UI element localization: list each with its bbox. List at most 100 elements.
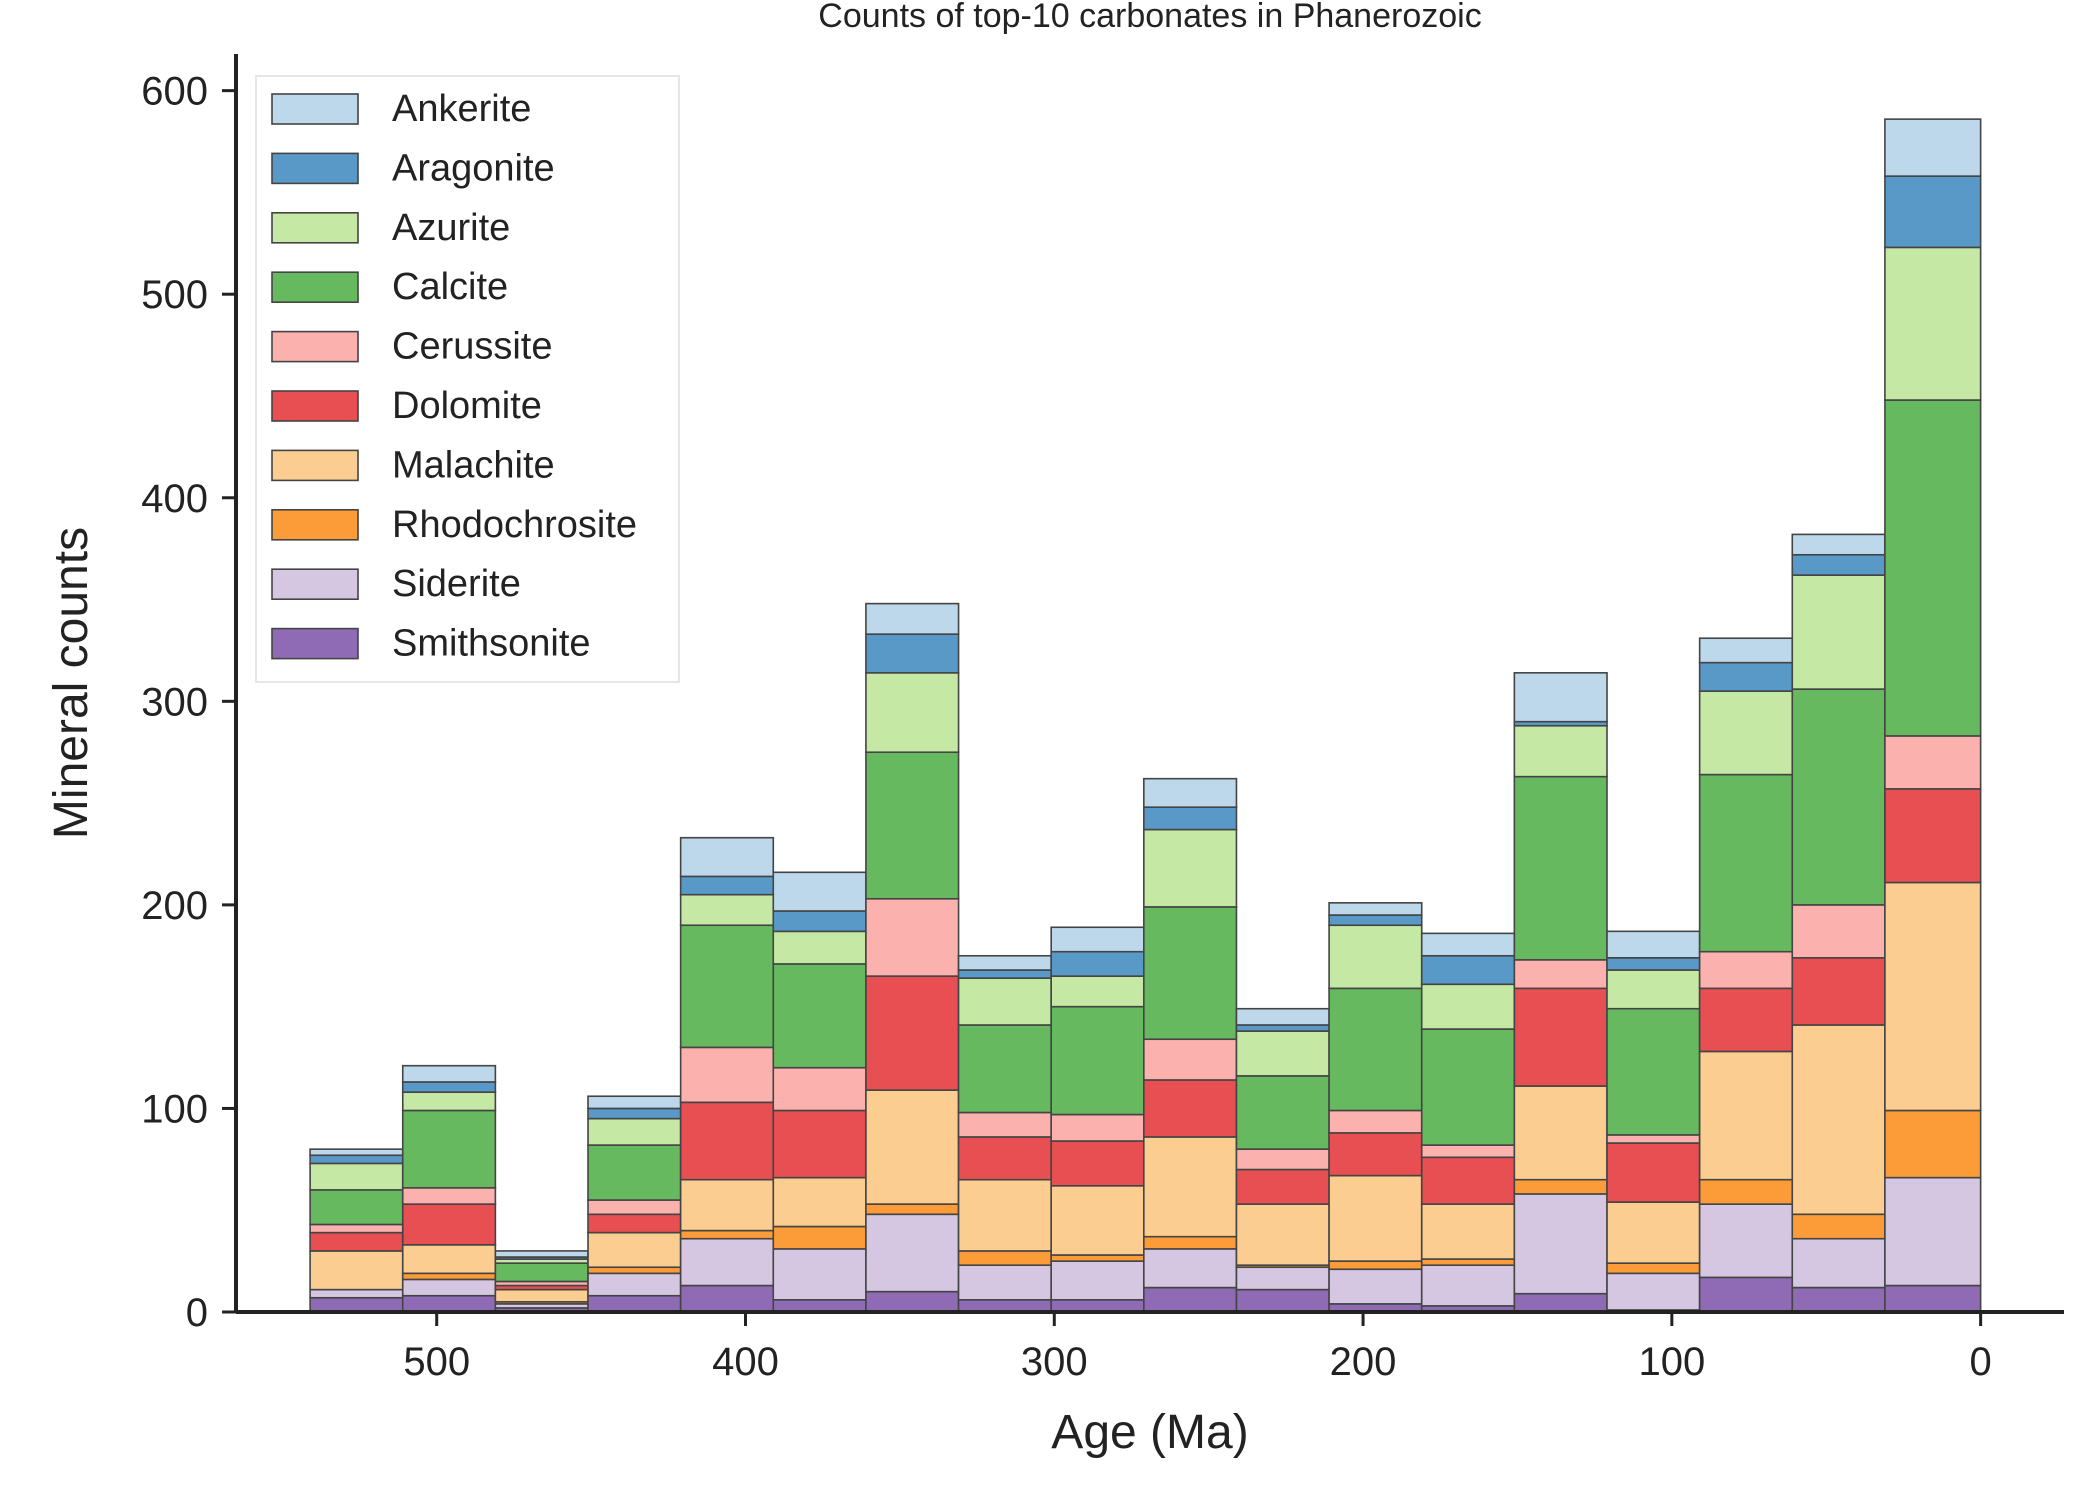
bar-segment-azurite-bin-1 [401,1091,497,1112]
x-tick-label: 100 [1638,1340,1705,1384]
bar-segment-cerussite-bin-16 [1791,904,1886,959]
bar-segment-azurite-bin-5 [772,930,867,965]
bar-segment-cerussite-bin-10 [1235,1148,1330,1171]
bar-segment-dolomite-bin-0 [309,1231,404,1252]
bar-segment-aragonite-bin-12 [1420,954,1516,986]
bar-segment-dolomite-bin-8 [1050,1140,1145,1187]
bar-segment-calcite-bin-3 [587,1144,682,1201]
legend-label-dolomite: Dolomite [392,385,542,427]
bar-segment-azurite-bin-8 [1050,975,1145,1008]
bar-segment-cerussite-bin-17 [1884,735,1982,790]
bar-segment-malachite-bin-8 [1050,1184,1145,1256]
bar-segment-dolomite-bin-4 [679,1101,775,1181]
bar-segment-siderite-bin-0 [309,1288,404,1299]
bar-segment-rhodochrosite-bin-7 [957,1250,1052,1266]
bar-segment-azurite-bin-10 [1235,1030,1330,1077]
bar-segment-siderite-bin-15 [1698,1203,1794,1279]
legend-label-azurite: Azurite [392,207,510,249]
bar-segment-malachite-bin-9 [1143,1136,1238,1238]
bar-segment-azurite-bin-12 [1420,983,1516,1030]
bar-segment-malachite-bin-3 [587,1231,682,1269]
bar-segment-azurite-bin-9 [1143,828,1238,908]
bar-segment-aragonite-bin-5 [772,910,867,933]
bar-segment-rhodochrosite-bin-16 [1791,1213,1886,1240]
bar-segment-rhodochrosite-bin-4 [679,1229,775,1240]
bar-segment-rhodochrosite-bin-5 [772,1225,867,1250]
bar-segment-aragonite-bin-0 [309,1154,404,1165]
bar-segment-ankerite-bin-2 [494,1250,589,1258]
bar-segment-dolomite-bin-13 [1513,987,1608,1087]
bar-segment-rhodochrosite-bin-13 [1513,1178,1608,1195]
bar-segment-siderite-bin-3 [587,1272,682,1297]
bar-segment-calcite-bin-17 [1884,399,1982,737]
bar-segment-rhodochrosite-bin-8 [1050,1254,1145,1262]
bar-segment-cerussite-bin-6 [865,897,960,977]
bar-segment-siderite-bin-16 [1791,1237,1886,1289]
bar-segment-dolomite-bin-6 [865,975,960,1091]
y-tick-label: 100 [141,1087,208,1131]
bar-segment-ankerite-bin-5 [772,871,867,912]
bar-segment-ankerite-bin-4 [679,836,775,878]
bar-segment-azurite-bin-11 [1328,924,1423,990]
bars-layer [309,118,1982,1313]
bar-segment-calcite-bin-10 [1235,1075,1330,1150]
bar-segment-dolomite-bin-14 [1606,1142,1701,1203]
legend-label-malachite: Malachite [392,444,555,486]
bar-segment-rhodochrosite-bin-1 [401,1272,497,1281]
bar-segment-siderite-bin-14 [1606,1272,1701,1311]
bar-segment-cerussite-bin-15 [1698,950,1794,990]
bar-segment-dolomite-bin-17 [1884,788,1982,884]
bar-segment-malachite-bin-16 [1791,1024,1886,1216]
x-tick-label: 200 [1330,1340,1397,1384]
bar-segment-cerussite-bin-1 [401,1187,497,1205]
bar-segment-aragonite-bin-14 [1606,957,1701,971]
bar-segment-dolomite-bin-9 [1143,1079,1238,1138]
bar-segment-aragonite-bin-3 [587,1107,682,1120]
bar-segment-siderite-bin-13 [1513,1193,1608,1295]
bar-segment-smithsonite-bin-13 [1513,1292,1608,1313]
x-tick-label: 500 [403,1340,470,1384]
bar-segment-smithsonite-bin-15 [1698,1276,1794,1313]
bar-segment-cerussite-bin-3 [587,1199,682,1216]
bar-segment-ankerite-bin-0 [309,1148,404,1157]
bar-segment-malachite-bin-15 [1698,1050,1794,1181]
bar-segment-calcite-bin-13 [1513,775,1608,961]
bar-segment-siderite-bin-11 [1328,1268,1423,1305]
bar-segment-azurite-bin-17 [1884,246,1982,401]
y-tick-label: 500 [141,273,208,317]
bar-segment-calcite-bin-1 [401,1109,497,1189]
bar-segment-malachite-bin-0 [309,1250,404,1291]
bar-segment-cerussite-bin-7 [957,1111,1052,1138]
bar-segment-ankerite-bin-6 [865,602,960,635]
bar-segment-calcite-bin-14 [1606,1007,1701,1136]
bar-segment-aragonite-bin-8 [1050,950,1145,977]
bar-segment-dolomite-bin-11 [1328,1132,1423,1177]
legend-swatch-aragonite [271,152,359,185]
bar-segment-siderite-bin-1 [401,1278,497,1297]
bar-segment-ankerite-bin-14 [1606,930,1701,959]
bar-segment-malachite-bin-5 [772,1176,867,1228]
bar-segment-cerussite-bin-11 [1328,1109,1423,1134]
bar-segment-aragonite-bin-1 [401,1081,497,1093]
bar-segment-ankerite-bin-11 [1328,902,1423,916]
bar-segment-dolomite-bin-15 [1698,987,1794,1053]
bar-segment-azurite-bin-14 [1606,969,1701,1010]
bar-segment-rhodochrosite-bin-14 [1606,1262,1701,1275]
bar-segment-dolomite-bin-12 [1420,1156,1516,1205]
bar-segment-siderite-bin-5 [772,1248,867,1301]
x-axis-label: Age (Ma) [1051,1406,1248,1459]
y-tick-label: 200 [141,884,208,928]
bar-segment-cerussite-bin-0 [309,1223,404,1234]
bar-segment-malachite-bin-12 [1420,1203,1516,1260]
legend-label-cerussite: Cerussite [392,326,553,368]
bar-segment-azurite-bin-13 [1513,724,1608,778]
legend-swatch-ankerite [271,93,359,125]
bar-segment-calcite-bin-7 [957,1024,1052,1114]
bar-segment-ankerite-bin-3 [587,1095,682,1110]
bar-segment-calcite-bin-4 [679,924,775,1049]
bar-segment-malachite-bin-4 [679,1178,775,1232]
bar-segment-siderite-bin-10 [1235,1266,1330,1291]
legend-swatch-calcite [271,271,359,304]
bar-segment-calcite-bin-8 [1050,1005,1145,1116]
